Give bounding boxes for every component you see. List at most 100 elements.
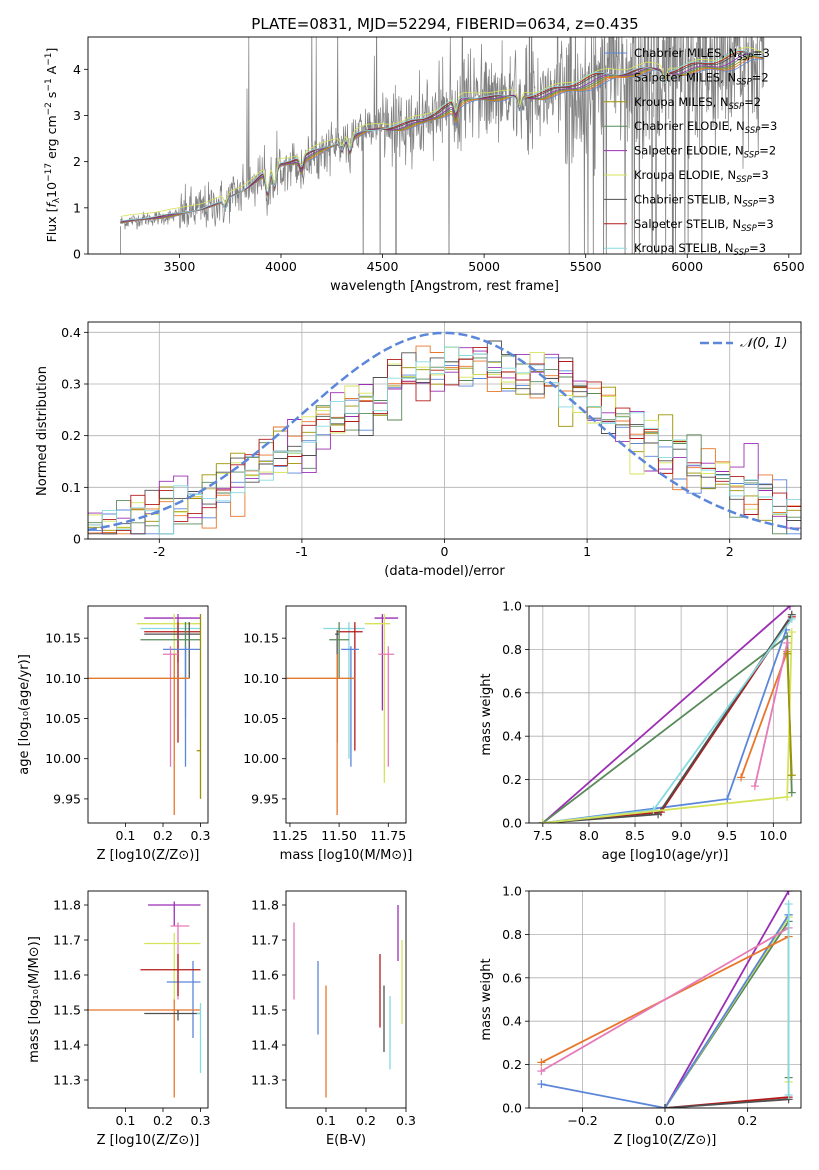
x-tick-label: 5000 xyxy=(468,259,500,274)
x-tick-label: 0.1 xyxy=(116,1113,136,1128)
weight-line xyxy=(740,651,789,778)
legend-entry: 𝒩(0, 1) xyxy=(740,336,787,351)
axes-frame xyxy=(87,890,209,1109)
y-tick-label: 11.4 xyxy=(251,1038,279,1053)
mass_vs_Z-y-label: mass [log₁₀(M/M⊙)] xyxy=(27,936,42,1063)
axes-frame xyxy=(528,890,802,1109)
weight-line xyxy=(540,927,790,1072)
x-tick-label: 9.0 xyxy=(671,828,691,843)
y-tick-label: 0.8 xyxy=(502,927,522,942)
y-tick-label: 11.6 xyxy=(53,968,81,983)
y-tick-label: 0 xyxy=(73,532,81,547)
x-tick-label: 0.3 xyxy=(396,1113,416,1128)
legend-entry: Salpeter MILES, NSSP=2 xyxy=(634,70,769,87)
y-tick-label: 11.3 xyxy=(251,1073,279,1088)
axes-frame xyxy=(528,605,802,824)
figure-title: PLATE=0831, MJD=52294, FIBERID=0634, z=0… xyxy=(251,15,638,33)
weight_vs_age-y-label: mass weight xyxy=(479,673,494,755)
x-tick-label: 0.3 xyxy=(191,1113,211,1128)
y-tick-label: 0.4 xyxy=(502,729,522,744)
y-tick-label: 2 xyxy=(73,154,81,169)
y-tick-label: 9.95 xyxy=(53,791,81,806)
y-tick-label: 11.5 xyxy=(251,1003,279,1018)
spectrum-x-label: wavelength [Angstrom, rest frame] xyxy=(330,279,559,294)
y-tick-label: 11.8 xyxy=(251,898,279,913)
axes-weight_vs_age: 7.5 8.0 8.5 9.0 9.5 10.0 0.0 0.2 0.4 0.6 0.8 1.0 xyxy=(502,599,802,843)
y-tick-label: 10.00 xyxy=(243,751,279,766)
plot-area-spectrum xyxy=(120,37,765,254)
x-tick-label: 1 xyxy=(583,544,591,559)
y-tick-label: 1.0 xyxy=(502,884,522,899)
y-tick-label: 4 xyxy=(73,62,81,77)
weight-line xyxy=(786,653,793,776)
x-tick-label: −0.2 xyxy=(567,1113,597,1128)
y-tick-label: 10.10 xyxy=(45,671,81,686)
x-tick-label: 0.2 xyxy=(153,828,173,843)
y-tick-label: 10.10 xyxy=(243,671,279,686)
residuals-x-label: (data-model)/error xyxy=(384,564,505,579)
spectrum-model-line xyxy=(120,50,764,222)
y-tick-label: 1 xyxy=(73,200,81,215)
x-tick-label: 4500 xyxy=(367,259,399,274)
y-tick-label: 10.00 xyxy=(45,751,81,766)
x-tick-label: 6000 xyxy=(671,259,703,274)
x-tick-label: -1 xyxy=(296,544,308,559)
y-tick-label: 10.05 xyxy=(243,711,279,726)
y-tick-label: 0.2 xyxy=(502,1057,522,1072)
y-tick-label: 11.6 xyxy=(251,968,279,983)
legend-entry: Chabrier ELODIE, NSSP=3 xyxy=(634,119,777,136)
x-tick-label: 0.2 xyxy=(737,1113,757,1128)
x-tick-label: 11.75 xyxy=(370,828,406,843)
y-tick-label: 11.5 xyxy=(53,1003,81,1018)
y-tick-label: 11.4 xyxy=(53,1038,81,1053)
plot-area-weight_vs_Z xyxy=(529,891,801,1108)
y-tick-label: 0.2 xyxy=(61,428,81,443)
mass_vs_Z-x-label: Z [log10(Z/Z⊙)] xyxy=(97,1133,200,1148)
axes-frame xyxy=(87,605,209,824)
x-tick-label: 11.50 xyxy=(321,828,357,843)
plot-area-weight_vs_age xyxy=(529,606,801,823)
weight_vs_age-x-label: age [log10(age/yr)] xyxy=(602,848,729,863)
x-tick-label: 9.5 xyxy=(717,828,737,843)
y-tick-label: 0.0 xyxy=(502,816,522,831)
x-tick-label: 10.0 xyxy=(759,828,787,843)
axes-frame xyxy=(87,36,802,255)
histogram-step-line xyxy=(88,346,801,539)
residuals-legend: 𝒩(0, 1) xyxy=(700,336,787,351)
weight-line xyxy=(664,891,790,1108)
axes-age_vs_mass: 11.25 11.50 11.75 9.95 10.00 10.05 10.10 10.15 xyxy=(243,605,407,843)
spectrum-data-line xyxy=(120,37,765,254)
axes-mass_vs_Z: 0.1 0.2 0.3 11.3 11.4 11.5 11.6 11.7 11.8 xyxy=(53,890,211,1128)
plot-area-mass_vs_ebv xyxy=(293,905,403,1098)
plot-area-residuals xyxy=(88,322,801,539)
legend-entry: Salpeter ELODIE, NSSP=2 xyxy=(634,144,776,161)
x-tick-label: 0.2 xyxy=(356,1113,376,1128)
weight_vs_Z-y-label: mass weight xyxy=(479,958,494,1040)
x-tick-label: 0.3 xyxy=(191,828,211,843)
weight-line xyxy=(541,914,790,1108)
y-tick-label: 11.3 xyxy=(53,1073,81,1088)
legend-entry: Chabrier STELIB, NSSP=3 xyxy=(634,192,775,209)
y-tick-label: 10.15 xyxy=(45,631,81,646)
age_vs_Z-x-label: Z [log10(Z/Z⊙)] xyxy=(97,848,200,863)
y-tick-label: 3 xyxy=(73,108,81,123)
plot-area-age_vs_mass xyxy=(286,614,399,815)
y-tick-label: 0.2 xyxy=(502,772,522,787)
y-tick-label: 0 xyxy=(73,247,81,262)
weight-line xyxy=(754,642,789,787)
y-tick-label: 0.1 xyxy=(61,480,81,495)
legend-entry: Kroupa STELIB, NSSP=3 xyxy=(634,241,766,258)
x-tick-label: 3500 xyxy=(164,259,196,274)
x-tick-label: -2 xyxy=(153,544,165,559)
x-tick-label: 11.25 xyxy=(272,828,308,843)
y-tick-label: 0.8 xyxy=(502,642,522,657)
x-tick-label: 4000 xyxy=(265,259,297,274)
axes-weight_vs_Z: −0.2 0.0 0.2 0.0 0.2 0.4 0.6 0.8 1.0 xyxy=(502,884,802,1128)
axes-frame xyxy=(87,321,802,540)
x-tick-label: 7.5 xyxy=(533,828,553,843)
x-tick-label: 0.1 xyxy=(316,1113,336,1128)
axes-residuals: -2 -1 0 1 2 0 0.1 0.2 0.3 0.4 xyxy=(61,321,802,559)
axes-frame xyxy=(285,890,407,1109)
y-tick-label: 0.3 xyxy=(61,377,81,392)
